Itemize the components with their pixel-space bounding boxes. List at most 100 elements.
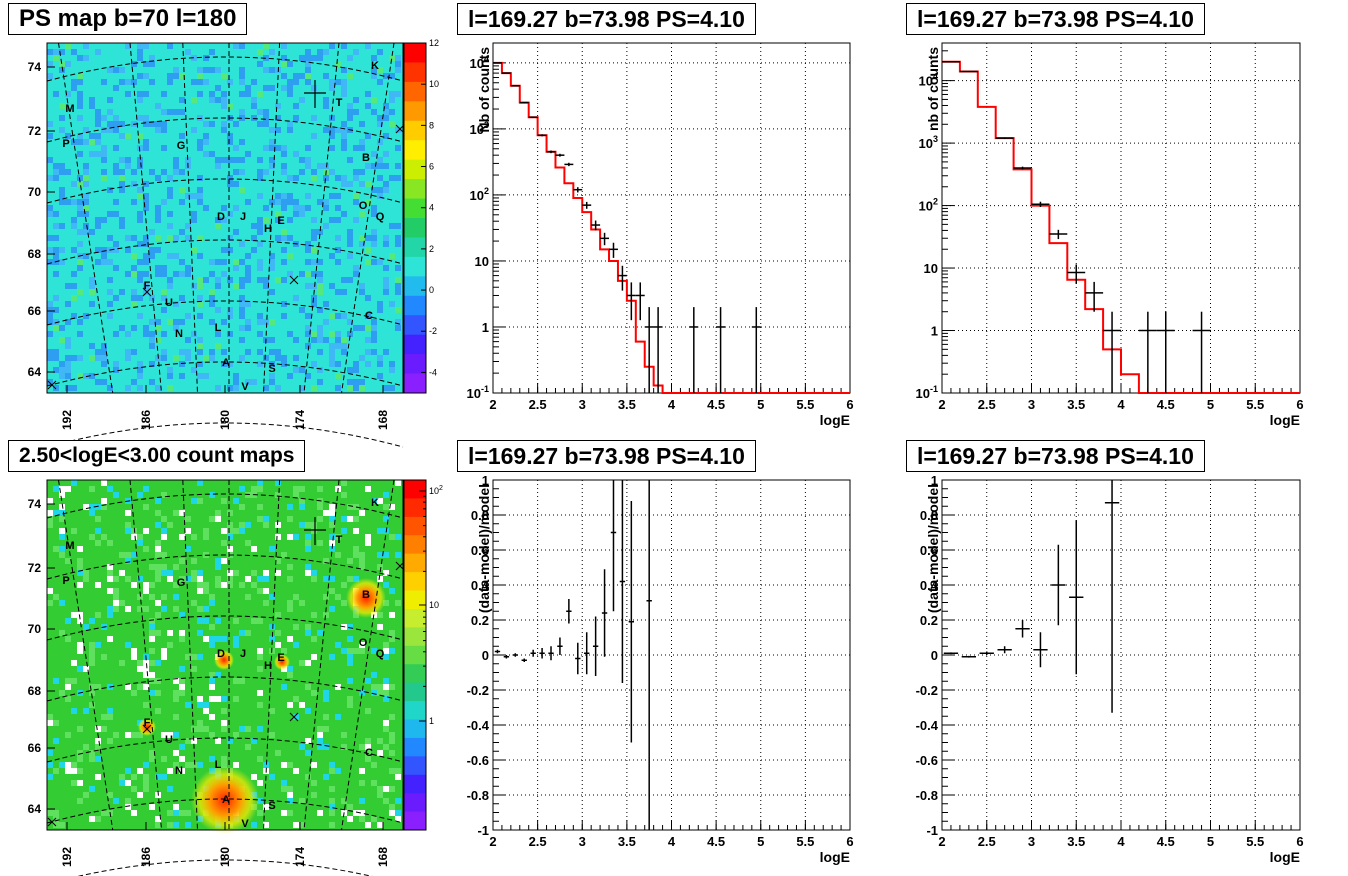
map2-pixel [173, 510, 179, 516]
map1-pixel [119, 223, 125, 229]
map1-pixel [341, 145, 347, 151]
map1-pixel [377, 49, 383, 55]
map2-pixel [377, 564, 383, 570]
map2-pixel [191, 576, 197, 582]
map2-pixel [83, 666, 89, 672]
map1-pixel [107, 67, 113, 73]
c4-xtick-label: 3.5 [1067, 834, 1085, 849]
map1-pixel [101, 145, 107, 151]
map1-pixel [89, 301, 95, 307]
map1-pixel [83, 193, 89, 199]
map1-pixel [167, 385, 173, 391]
map2-pixel [143, 666, 149, 672]
map1-pixel [239, 73, 245, 79]
map1-pixel [185, 337, 191, 343]
map2-pixel [377, 612, 383, 618]
map2-pixel [53, 546, 59, 552]
map2-pixel [197, 630, 203, 636]
map1-pixel [155, 337, 161, 343]
map1-pixel [83, 253, 89, 259]
map1-grid-meridian [182, 42, 198, 394]
map2-pixel [311, 636, 317, 642]
map1-pixel [197, 253, 203, 259]
map1-pixel [245, 265, 251, 271]
map1-pixel [275, 355, 281, 361]
map1-pixel [137, 133, 143, 139]
map1-pixel [335, 289, 341, 295]
map2-pixel [47, 774, 53, 780]
map2-pixel [143, 660, 149, 666]
map2-pixel [119, 660, 125, 666]
map1-pixel [119, 79, 125, 85]
map2-pixel [65, 636, 71, 642]
map2-pixel [155, 564, 161, 570]
map2-pixel [125, 780, 131, 786]
map1-pixel [77, 355, 83, 361]
map1-pixel [371, 241, 377, 247]
map2-pixel [371, 816, 377, 822]
map1-pixel [227, 181, 233, 187]
map1-pixel [47, 49, 53, 55]
map2-pixel [155, 498, 161, 504]
map1-pixel [71, 247, 77, 253]
map2-pixel [89, 618, 95, 624]
map1-pixel [155, 121, 161, 127]
map2-pixel [359, 798, 365, 804]
map1-pixel [395, 175, 401, 181]
map1-pixel [59, 163, 65, 169]
map2-pixel [329, 504, 335, 510]
map2-pixel [227, 546, 233, 552]
map2-pixel [263, 576, 269, 582]
map1-pixel [395, 127, 401, 133]
map1-pixel [353, 367, 359, 373]
map1-pixel [65, 199, 71, 205]
map1-pixel [53, 367, 59, 373]
map1-pixel [161, 121, 167, 127]
map2-pixel [185, 822, 191, 828]
map2-pixel [107, 612, 113, 618]
map2-pixel [101, 534, 107, 540]
map1-pixel [47, 211, 53, 217]
map2-pixel [143, 786, 149, 792]
map1-pixel [245, 271, 251, 277]
map2-pixel [365, 534, 371, 540]
c3-ytick-label: 0.4 [471, 578, 490, 593]
map1-pixel [239, 139, 245, 145]
map2-pixel [197, 582, 203, 588]
map2-pixel [65, 486, 71, 492]
map1-pixel [335, 331, 341, 337]
map1-pixel [323, 175, 329, 181]
map2-pixel [173, 762, 179, 768]
map1-pixel [281, 259, 287, 265]
map2-pixel [305, 624, 311, 630]
map2-pixel [377, 528, 383, 534]
map1-pixel [311, 385, 317, 391]
map1-pixel [281, 361, 287, 367]
map1-pixel [101, 247, 107, 253]
map2-pixel [173, 606, 179, 612]
map2-pixel [311, 522, 317, 528]
map2-pixel [89, 648, 95, 654]
colorbar-segment [404, 140, 426, 161]
map1-pixel [257, 313, 263, 319]
map2-pixel [59, 486, 65, 492]
map1-ytick-label: 68 [28, 247, 42, 261]
map1-pixel [245, 325, 251, 331]
map2-pixel [59, 492, 65, 498]
map1-pixel [281, 193, 287, 199]
residual2-title: l=169.27 b=73.98 PS=4.10 [906, 440, 1205, 472]
map1-pixel [281, 313, 287, 319]
map2-pixel [389, 648, 395, 654]
map2-pixel [359, 558, 365, 564]
map1-pixel [245, 91, 251, 97]
map2-grid-parallel [46, 615, 404, 641]
c4-plot-frame [941, 479, 1301, 831]
map1-pixel [173, 235, 179, 241]
map2-pixel [311, 690, 317, 696]
c2-xtick-label: 4 [1117, 397, 1125, 412]
map1-pixel [383, 385, 389, 391]
map2-xtick-label: 168 [376, 847, 390, 867]
map1-pixel [257, 229, 263, 235]
map1-pixel [395, 67, 401, 73]
